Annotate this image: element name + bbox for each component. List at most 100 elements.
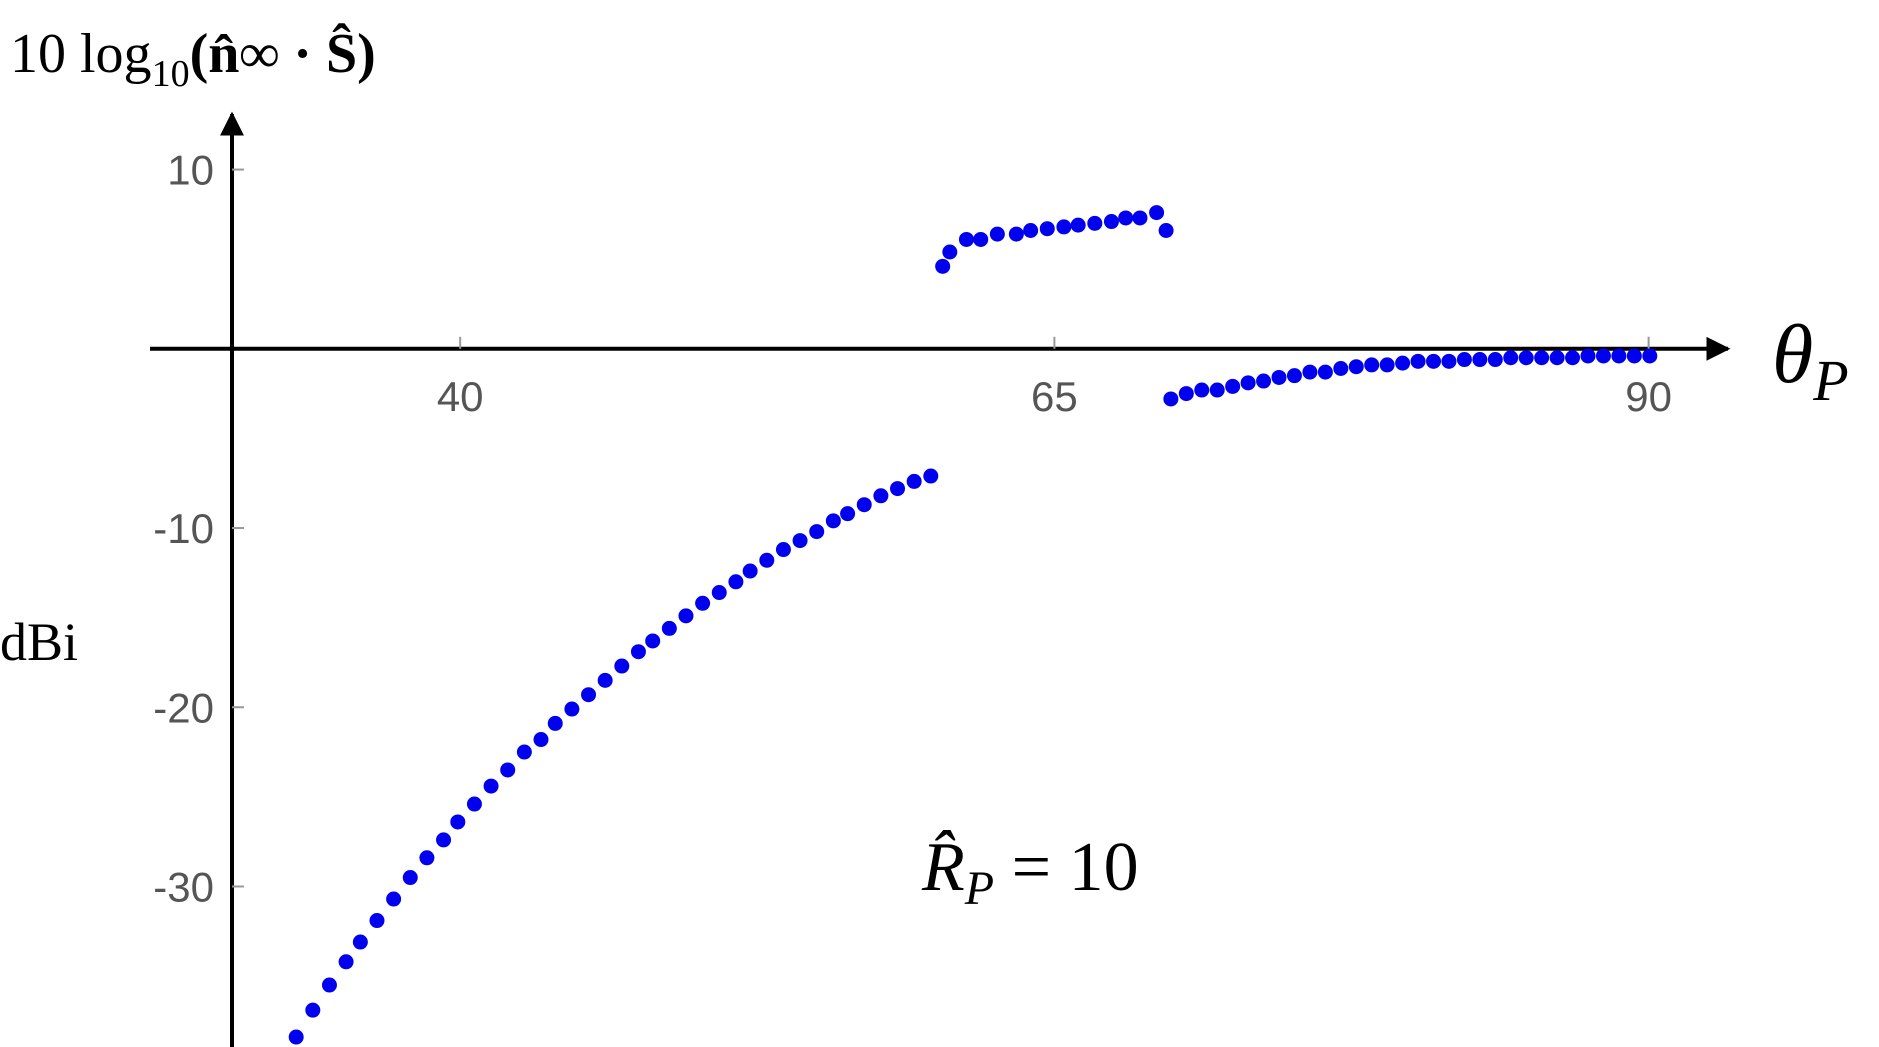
point [1023, 223, 1039, 238]
point [436, 832, 452, 848]
x-tick-label: 40 [437, 373, 484, 420]
y-label-sub: 10 [152, 53, 190, 95]
point [1487, 352, 1503, 368]
point [500, 762, 516, 778]
point [645, 633, 661, 649]
annotation: R̂P = 10 [921, 829, 1139, 915]
point [742, 563, 758, 579]
point [1534, 350, 1550, 366]
point [942, 244, 958, 260]
point [1039, 221, 1055, 237]
point [338, 954, 354, 970]
point [775, 542, 791, 558]
point [1158, 223, 1174, 238]
point [973, 231, 989, 247]
point [1271, 369, 1287, 385]
point [402, 870, 418, 886]
point [1178, 386, 1194, 402]
point [825, 513, 841, 529]
point [1348, 359, 1364, 375]
point [1070, 217, 1086, 233]
point [1472, 352, 1488, 368]
point [958, 231, 974, 247]
point [386, 891, 402, 907]
y-tick-label: -10 [153, 505, 214, 552]
y-label-rest: (n̂∞ · Ŝ) [190, 22, 376, 85]
y-tick-label: 10 [167, 147, 214, 194]
point [1503, 350, 1519, 366]
y-tick-label: -20 [153, 684, 214, 731]
y-tick-label: -30 [153, 863, 214, 910]
point [1087, 215, 1103, 231]
point [1565, 350, 1581, 366]
point [840, 506, 856, 522]
point [1132, 210, 1148, 226]
point [989, 226, 1005, 242]
y-label-text: 10 log [10, 23, 152, 85]
point [1642, 348, 1658, 364]
plot-area: 40 65 90 -30 -20 -10 10 [150, 111, 1731, 1047]
point [466, 796, 482, 812]
point [711, 585, 727, 601]
x-label: θP [1772, 308, 1849, 413]
point [1518, 350, 1534, 366]
point [1118, 210, 1134, 226]
x-label-symbol: θ [1772, 308, 1813, 401]
annotation-symbol: R̂ [921, 829, 965, 906]
point [695, 595, 711, 611]
point [935, 258, 951, 274]
point [483, 778, 499, 794]
point [1209, 382, 1225, 398]
point [661, 620, 677, 636]
point [1149, 205, 1165, 221]
point [1286, 368, 1302, 384]
point [906, 473, 922, 489]
point [1441, 353, 1457, 369]
point [516, 744, 532, 760]
point [678, 608, 694, 624]
point [533, 732, 549, 748]
y-label: 10 log10(n̂∞ · Ŝ) [10, 22, 376, 95]
point [873, 488, 889, 504]
point [1595, 348, 1611, 364]
point [1410, 353, 1426, 369]
point [923, 468, 939, 484]
point [419, 850, 435, 866]
point [630, 644, 646, 660]
point [1163, 391, 1179, 407]
x-tick-label: 90 [1625, 373, 1672, 420]
point [1333, 361, 1349, 377]
point [1456, 352, 1472, 368]
point [1240, 375, 1256, 391]
point [1194, 382, 1210, 398]
point [1426, 353, 1442, 369]
point [759, 552, 775, 568]
point [321, 977, 337, 993]
point [305, 1002, 321, 1018]
annotation-sub: P [964, 862, 994, 915]
point [1256, 373, 1272, 389]
point [547, 715, 563, 731]
annotation-text: = 10 [994, 829, 1138, 906]
point [288, 1029, 304, 1045]
point [890, 481, 906, 497]
point [1317, 364, 1333, 380]
y-unit: dBi [0, 612, 78, 672]
point [614, 658, 630, 674]
point [792, 533, 808, 549]
point [1395, 355, 1411, 371]
point [1549, 350, 1565, 366]
point [1056, 219, 1072, 235]
point [564, 701, 580, 717]
point [369, 913, 385, 929]
point [352, 934, 368, 950]
point [1580, 348, 1596, 364]
point [1379, 357, 1395, 373]
point [597, 672, 613, 688]
point [1008, 226, 1024, 242]
x-label-sub: P [1812, 348, 1848, 413]
point [1103, 214, 1119, 230]
point [1225, 378, 1241, 394]
point [450, 814, 466, 830]
